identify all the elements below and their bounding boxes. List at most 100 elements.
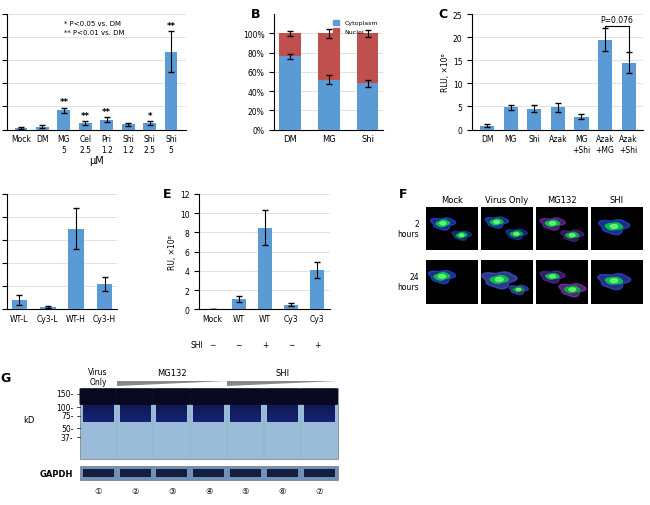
Polygon shape: [459, 234, 464, 237]
Bar: [267, 392, 298, 394]
Text: +: +: [314, 340, 320, 349]
Bar: [83, 417, 114, 419]
Bar: [267, 389, 298, 391]
Text: Virus Only: Virus Only: [486, 196, 528, 205]
Bar: [157, 391, 187, 392]
Polygon shape: [569, 288, 575, 291]
Bar: [83, 414, 114, 416]
Text: **: **: [81, 112, 90, 121]
Bar: [83, 394, 114, 396]
Bar: [193, 416, 224, 417]
FancyBboxPatch shape: [264, 388, 301, 405]
Bar: [357, 84, 378, 130]
Polygon shape: [482, 272, 517, 289]
Bar: [193, 419, 224, 421]
Bar: [157, 421, 187, 422]
Text: ∼: ∼: [209, 340, 216, 349]
Text: ①: ①: [94, 486, 102, 495]
Bar: [120, 421, 151, 422]
Bar: [157, 406, 187, 408]
Bar: [83, 411, 114, 412]
Text: ∼: ∼: [288, 340, 294, 349]
Bar: [193, 414, 224, 416]
Bar: [318, 34, 339, 80]
Bar: [504, 108, 518, 130]
Bar: [83, 416, 114, 417]
Bar: [193, 417, 224, 419]
Bar: [230, 391, 261, 392]
Polygon shape: [116, 381, 228, 386]
Bar: [230, 401, 261, 402]
Bar: [157, 412, 187, 414]
Bar: [83, 412, 114, 414]
Polygon shape: [495, 278, 503, 282]
Bar: [40, 308, 56, 310]
Bar: [193, 394, 224, 396]
Bar: [83, 392, 114, 394]
Bar: [120, 411, 151, 412]
Bar: [230, 417, 261, 419]
Bar: [304, 408, 335, 409]
Text: **: **: [102, 108, 111, 117]
Text: G: G: [0, 372, 10, 385]
Polygon shape: [494, 221, 499, 224]
Bar: [120, 401, 151, 402]
Text: SHI: SHI: [610, 196, 623, 205]
Bar: [157, 396, 187, 397]
Bar: [310, 270, 324, 310]
Polygon shape: [428, 271, 456, 284]
Bar: [193, 409, 224, 411]
Polygon shape: [514, 233, 519, 236]
Text: ⑦: ⑦: [315, 486, 323, 495]
Bar: [304, 394, 335, 396]
Bar: [15, 128, 27, 130]
Bar: [83, 406, 114, 408]
Polygon shape: [606, 278, 623, 285]
Polygon shape: [436, 221, 450, 227]
Bar: [83, 409, 114, 411]
Bar: [120, 406, 151, 408]
Bar: [267, 414, 298, 416]
Bar: [536, 207, 588, 251]
Bar: [267, 417, 298, 419]
Bar: [193, 470, 224, 477]
Bar: [267, 419, 298, 421]
X-axis label: μM: μM: [88, 156, 103, 166]
Text: SHI: SHI: [276, 369, 289, 378]
Bar: [267, 412, 298, 414]
Text: 100-: 100-: [56, 403, 73, 412]
Polygon shape: [610, 225, 617, 229]
Text: ②: ②: [131, 486, 139, 495]
Bar: [157, 408, 187, 409]
Polygon shape: [540, 219, 566, 231]
FancyBboxPatch shape: [301, 388, 338, 405]
Bar: [120, 392, 151, 394]
Text: Mock: Mock: [441, 196, 463, 205]
Bar: [120, 409, 151, 411]
Bar: [83, 401, 114, 402]
Bar: [267, 416, 298, 417]
Polygon shape: [430, 219, 456, 231]
Bar: [575, 117, 588, 130]
Polygon shape: [549, 222, 556, 225]
Bar: [12, 300, 27, 310]
Polygon shape: [561, 231, 584, 242]
Bar: [80, 388, 338, 459]
Bar: [120, 470, 151, 477]
Bar: [97, 284, 112, 310]
Polygon shape: [569, 234, 575, 237]
Text: 24
hours: 24 hours: [398, 272, 419, 292]
Polygon shape: [227, 381, 338, 386]
Bar: [230, 389, 261, 391]
Bar: [83, 397, 114, 399]
Text: 75-: 75-: [61, 412, 73, 420]
Bar: [257, 228, 272, 310]
Bar: [157, 401, 187, 402]
Bar: [193, 404, 224, 406]
Bar: [120, 402, 151, 404]
Bar: [304, 404, 335, 406]
Bar: [304, 412, 335, 414]
Polygon shape: [545, 221, 560, 227]
FancyBboxPatch shape: [116, 388, 153, 405]
Text: 2
hours: 2 hours: [398, 220, 419, 239]
